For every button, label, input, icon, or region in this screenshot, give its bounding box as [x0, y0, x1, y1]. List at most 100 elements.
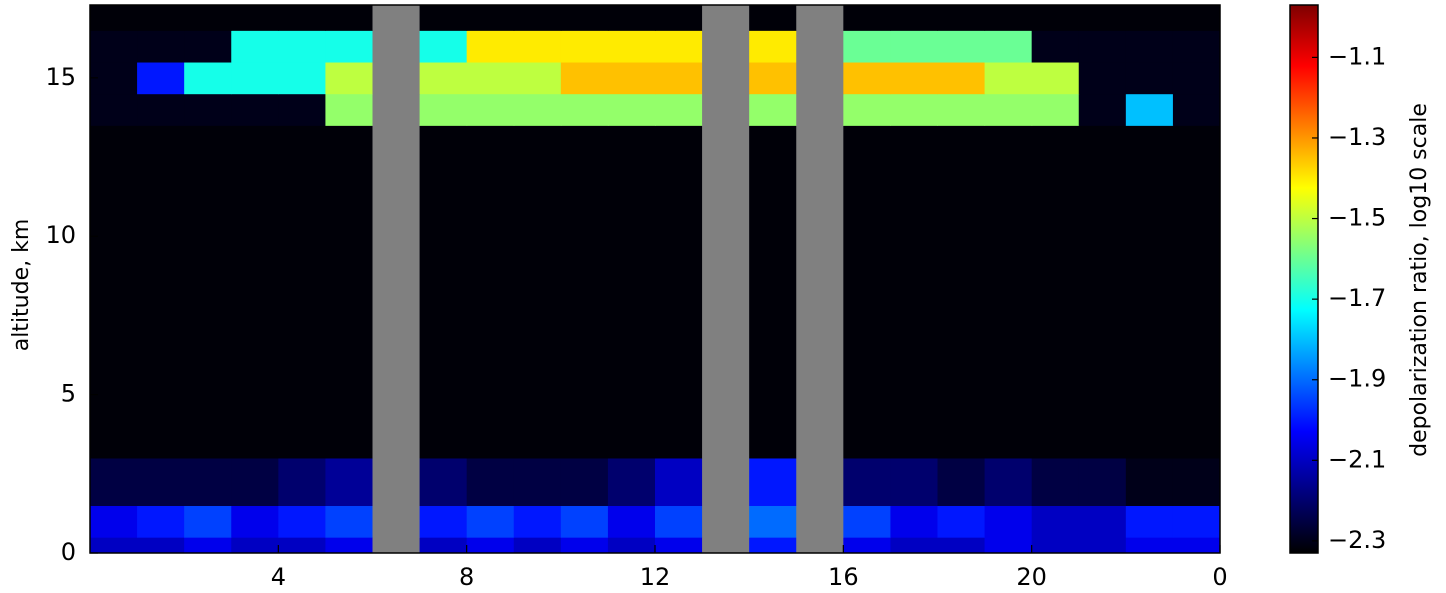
heatmap-cell — [655, 62, 703, 95]
heatmap-cell — [419, 457, 468, 506]
heatmap-cell — [984, 30, 1033, 63]
heatmap-cell — [184, 505, 232, 538]
heatmap-cell — [184, 457, 232, 506]
heatmap-cell — [607, 457, 656, 506]
heatmap-cell — [937, 93, 986, 126]
heatmap-cell — [1125, 93, 1174, 126]
heatmap-cell — [90, 5, 138, 31]
heatmap-cell — [419, 125, 468, 459]
no-data-cell — [372, 457, 421, 506]
heatmap-cell — [984, 62, 1033, 95]
heatmap-cell — [560, 457, 609, 506]
no-data-cell — [796, 93, 844, 126]
heatmap-cell — [184, 5, 232, 31]
heatmap-cell — [419, 30, 468, 63]
no-data-cell — [702, 125, 750, 459]
heatmap-cell — [937, 5, 986, 31]
heatmap-cell — [1125, 457, 1174, 506]
heatmap-cell — [184, 30, 232, 63]
heatmap-cell — [231, 30, 279, 63]
heatmap-cell — [1078, 457, 1127, 506]
heatmap-cell — [937, 505, 986, 538]
heatmap-cell — [90, 30, 138, 63]
no-data-cell — [796, 537, 844, 554]
no-data-cell — [372, 537, 421, 554]
heatmap-cell — [607, 30, 656, 63]
heatmap-cell — [984, 93, 1033, 126]
heatmap-cell — [890, 62, 938, 95]
no-data-cell — [796, 457, 844, 506]
heatmap-cell — [1172, 457, 1221, 506]
heatmap-cell — [231, 125, 279, 459]
heatmap-cell — [890, 5, 938, 31]
x-tick-label: 8 — [459, 563, 474, 591]
heatmap-cell — [843, 5, 891, 31]
heatmap-cell — [137, 125, 185, 459]
heatmap-cell — [1031, 457, 1080, 506]
heatmap-cell — [749, 93, 797, 126]
heatmap-cell — [137, 5, 185, 31]
x-tick-label: 4 — [271, 563, 286, 591]
heatmap-cell — [984, 5, 1033, 31]
heatmap-cell — [843, 30, 891, 63]
heatmap-cell — [607, 505, 656, 538]
heatmap-cell — [1125, 537, 1174, 554]
heatmap-cell — [1125, 505, 1174, 538]
heatmap-cell — [466, 30, 515, 63]
heatmap-cell — [325, 505, 373, 538]
heatmap-cell — [419, 5, 468, 31]
heatmap-cell — [560, 5, 609, 31]
heatmap-cell — [560, 537, 609, 554]
colorbar-label: depolarization ratio, log10 scale — [1407, 103, 1432, 457]
heatmap-cell — [560, 62, 609, 95]
heatmap-cell — [513, 30, 562, 63]
colorbar-tick-label: −2.1 — [1328, 445, 1386, 473]
heatmap-cell — [843, 62, 891, 95]
heatmap-cell — [231, 93, 279, 126]
heatmap-cell — [278, 62, 326, 95]
heatmap-cell — [890, 125, 938, 459]
heatmap-cell — [607, 93, 656, 126]
heatmap-cell — [655, 505, 703, 538]
heatmap-cell — [655, 93, 703, 126]
heatmap-cell — [890, 93, 938, 126]
heatmap-cell — [655, 537, 703, 554]
heatmap-cell — [749, 62, 797, 95]
heatmap-cell — [137, 30, 185, 63]
no-data-cell — [702, 457, 750, 506]
no-data-cell — [372, 505, 421, 538]
heatmap-cell — [513, 5, 562, 31]
heatmap-cell — [1125, 5, 1174, 31]
heatmap-cell — [1078, 125, 1127, 459]
no-data-cell — [702, 5, 750, 31]
heatmap-cell — [1172, 5, 1221, 31]
heatmap-cell — [607, 537, 656, 554]
heatmap-cell — [466, 62, 515, 95]
heatmap-cell — [278, 30, 326, 63]
heatmap-cell — [843, 93, 891, 126]
heatmap-cell — [1031, 125, 1080, 459]
heatmap-cell — [607, 125, 656, 459]
heatmap-cell — [513, 505, 562, 538]
heatmap-cell — [655, 125, 703, 459]
no-data-cell — [372, 93, 421, 126]
heatmap-cell — [278, 457, 326, 506]
no-data-cell — [796, 62, 844, 95]
heatmap-cell — [278, 93, 326, 126]
heatmap-cell — [984, 505, 1033, 538]
heatmap-cell — [419, 62, 468, 95]
heatmap-cell — [984, 125, 1033, 459]
heatmap-cell — [607, 62, 656, 95]
heatmap-cell — [890, 457, 938, 506]
heatmap-cell — [231, 5, 279, 31]
no-data-cell — [796, 125, 844, 459]
heatmap-cell — [749, 125, 797, 459]
heatmap-cell — [325, 30, 373, 63]
heatmap-cell — [1031, 62, 1080, 95]
heatmap-cell — [231, 457, 279, 506]
colorbar-tick-label: −1.9 — [1328, 365, 1386, 393]
heatmap-cell — [137, 537, 185, 554]
heatmap-cell — [325, 125, 373, 459]
heatmap-cell — [890, 505, 938, 538]
